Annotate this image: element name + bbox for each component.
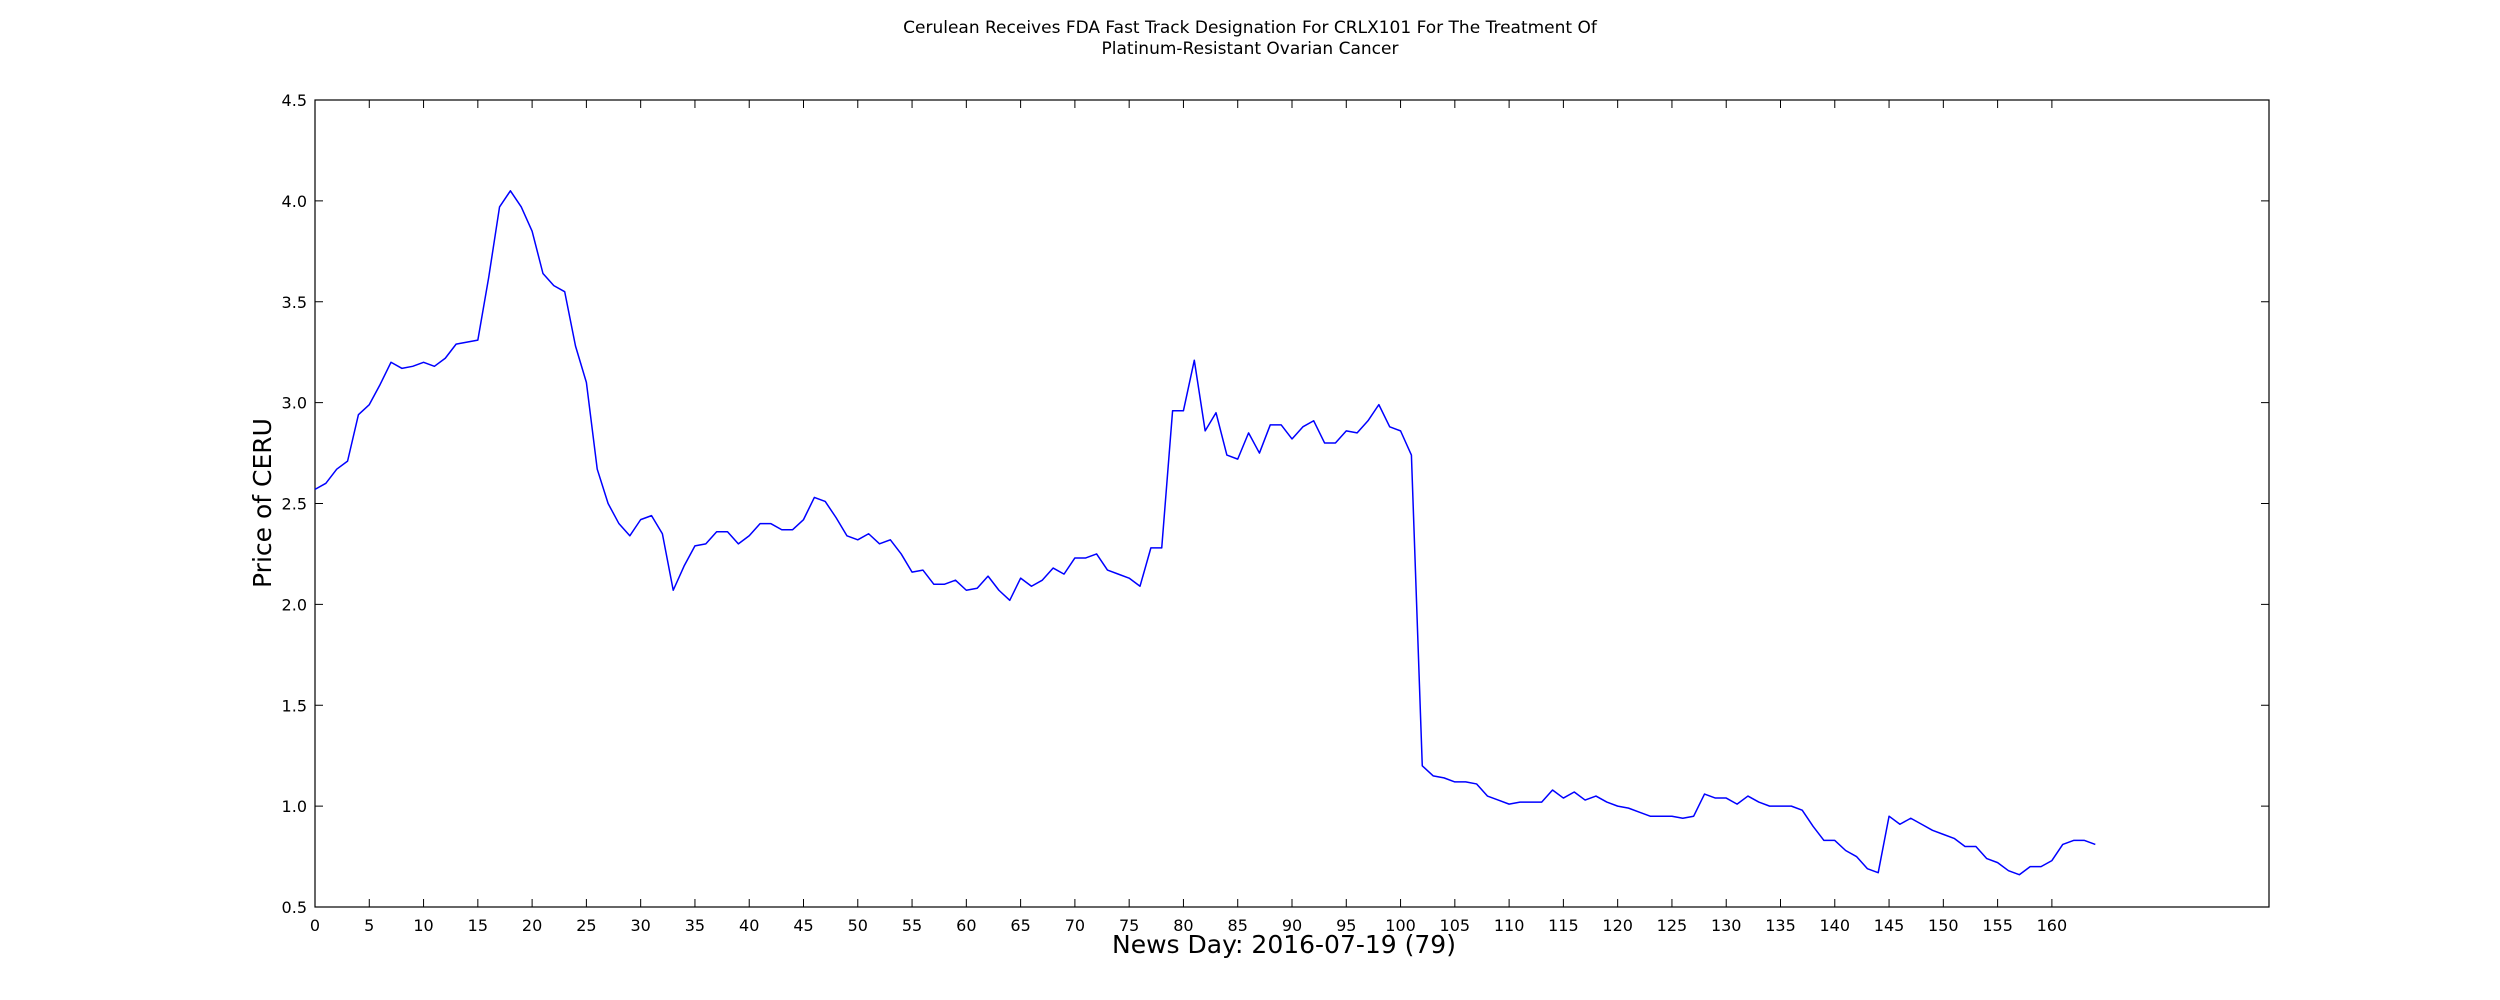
x-tick-label: 160	[2037, 916, 2068, 935]
x-tick-label: 140	[1820, 916, 1851, 935]
x-tick-label: 0	[310, 916, 320, 935]
y-tick-label: 2.0	[282, 595, 307, 614]
x-tick-label: 100	[1385, 916, 1416, 935]
x-tick-label: 90	[1282, 916, 1302, 935]
x-tick-label: 40	[739, 916, 759, 935]
x-tick-label: 15	[468, 916, 488, 935]
series-line-0	[314, 190, 2096, 876]
x-tick-label: 65	[1010, 916, 1030, 935]
x-tick-label: 75	[1119, 916, 1139, 935]
y-tick-label: 2.5	[282, 495, 307, 514]
x-tick-label: 145	[1874, 916, 1905, 935]
y-tick-label: 3.5	[282, 293, 307, 312]
x-tick-label: 110	[1494, 916, 1525, 935]
x-tick-label: 85	[1228, 916, 1248, 935]
x-tick-label: 70	[1065, 916, 1085, 935]
plot-area: 0 5 10 15 20 25 30 35 40 45 50 55 60 65 70 75 80 85 90 95 10…	[282, 91, 2270, 935]
x-tick-label: 5	[364, 916, 374, 935]
x-tick-label: 155	[1982, 916, 2013, 935]
x-tick-label: 45	[793, 916, 813, 935]
x-tick-label: 60	[956, 916, 976, 935]
x-tick-label: 50	[848, 916, 868, 935]
x-axis-label: News Day: 2016-07-19 (79)	[1112, 930, 1456, 959]
y-tick-label: 4.0	[282, 192, 307, 211]
x-tick-label: 35	[685, 916, 705, 935]
x-tick-label: 30	[630, 916, 650, 935]
x-tick-label: 20	[522, 916, 542, 935]
x-tick-label: 95	[1336, 916, 1356, 935]
y-tick-label: 1.0	[282, 797, 307, 816]
chart-title-line-1: Cerulean Receives FDA Fast Track Designa…	[903, 18, 1598, 38]
x-tick-label: 135	[1765, 916, 1796, 935]
x-tick-label: 55	[902, 916, 922, 935]
y-tick-label: 1.5	[282, 696, 307, 715]
x-tick-label: 130	[1711, 916, 1742, 935]
x-tick-label: 120	[1602, 916, 1633, 935]
chart-title-line-2: Platinum-Resistant Ovarian Cancer	[1102, 39, 1399, 59]
chart-title: Cerulean Receives FDA Fast Track Designa…	[903, 18, 1598, 59]
y-axis-label: Price of CERU	[248, 418, 277, 588]
x-tick-label: 25	[576, 916, 596, 935]
x-tick-label: 125	[1657, 916, 1688, 935]
x-tick-label: 150	[1928, 916, 1959, 935]
y-tick-label: 4.5	[282, 91, 307, 110]
x-tick-label: 105	[1440, 916, 1471, 935]
x-tick-label: 115	[1548, 916, 1579, 935]
y-tick-label: 3.0	[282, 394, 307, 413]
x-tick-label: 10	[413, 916, 433, 935]
x-tick-label: 80	[1173, 916, 1193, 935]
y-tick-label: 0.5	[282, 898, 307, 917]
